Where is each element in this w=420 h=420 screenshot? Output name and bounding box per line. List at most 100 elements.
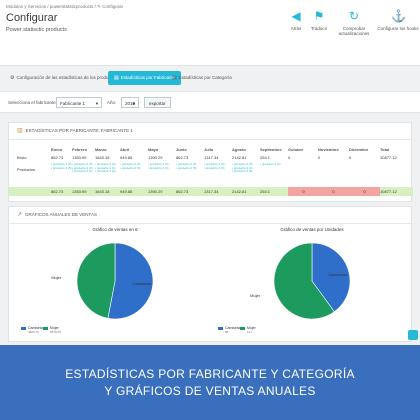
legend-swatch — [218, 326, 223, 330]
product-link[interactable]: • producto 4 (3) — [72, 162, 93, 166]
product-list[interactable]: • producto 4 (2) • producto 4 (3) — [120, 162, 141, 170]
back-button[interactable]: ◀ Atrás — [290, 9, 302, 31]
product-link[interactable]: • producto 4 (6) — [95, 162, 116, 166]
tab-product-stats-config[interactable]: ⚙ Configuración de las estadísticas de lo… — [10, 75, 117, 81]
year-select[interactable]: 2016 ▼ — [121, 97, 139, 108]
charts-panel: ↗ GRÁFICOS ANUALES DE VENTAS Gráfico de v… — [8, 206, 413, 342]
product-link[interactable]: • producto 4 (6) — [232, 169, 253, 173]
legend-value: 88 — [225, 330, 229, 334]
breadcrumb-item[interactable]: Configurar — [102, 4, 124, 9]
export-button[interactable]: exportar — [144, 97, 171, 108]
stats-panel-title: ▥ ESTADÍSTICAS POR FABRICANTE: FABRICANTE… — [17, 128, 133, 134]
table-cell: 254.1 — [260, 155, 271, 160]
promo-banner: ESTADÍSTICAS POR FABRICANTE Y CATEGORÍA … — [0, 345, 420, 420]
page-subtitle: Power statisctic products — [6, 27, 67, 33]
chart-icon: ▤ — [172, 75, 177, 81]
product-link[interactable]: • producto 4 (4) — [148, 165, 169, 170]
chart-icon: ▤ — [114, 75, 119, 81]
product-link[interactable]: • producto 4 (3) — [204, 162, 225, 166]
product-link[interactable]: • producto 4 (1) — [260, 162, 281, 166]
scroll-top-button[interactable] — [408, 330, 418, 340]
product-link[interactable]: • producto 4 (2) — [120, 162, 141, 166]
bar-chart-icon: ▥ — [17, 128, 23, 134]
product-link[interactable]: • producto 4 (5) — [232, 162, 253, 166]
product-link[interactable]: • producto 4 (4) — [72, 165, 93, 170]
breadcrumb-item[interactable]: Módulos y Servicios — [6, 4, 47, 9]
product-link[interactable]: • producto 4 (3) — [120, 165, 141, 170]
legend-value: 121 — [247, 330, 253, 334]
product-link[interactable]: • producto 4 (5) — [51, 165, 72, 170]
breadcrumb: Módulos y Servicios / powerstatsticprodu… — [6, 4, 124, 9]
legend-label: Camisetas — [225, 326, 242, 330]
flag-icon: ⚑ — [313, 9, 325, 23]
pie-slice-camisetas[interactable] — [107, 242, 154, 320]
product-list[interactable]: • producto 4 (3) • producto 4 (4) • produc… — [72, 162, 93, 174]
chevron-down-icon: ▼ — [132, 101, 136, 106]
table-cell: 10877.12 — [380, 189, 397, 194]
manufacturer-select[interactable]: Fabricante 1 ▼ — [56, 97, 102, 108]
table-header-cell: Enero — [51, 147, 63, 152]
tab-manufacturer-stats[interactable]: ▤ Estadísticas por Fabricante — [108, 71, 182, 85]
table-header-row: Enero Febrero Marzo Abril Mayo Junio Julio Agos… — [9, 145, 413, 154]
slice-label: Mujer — [250, 292, 261, 298]
check-updates-button[interactable]: ↻ Comprobar actualizaciones — [338, 9, 370, 36]
pie-slice-camisetas[interactable] — [311, 242, 351, 313]
product-list[interactable]: • producto 4 (6) • producto 4 (1) • produc… — [95, 162, 116, 174]
product-link[interactable]: • producto 4 (2) — [51, 162, 72, 166]
product-list[interactable]: • producto 4 (3) • producto 4 (4) — [204, 162, 225, 170]
breadcrumb-item[interactable]: powerstatsticproducts — [49, 4, 94, 9]
chart-title: Gráfico de ventas en € — [92, 227, 138, 232]
charts-panel-title: ↗ GRÁFICOS ANUALES DE VENTAS — [17, 212, 97, 218]
product-list[interactable]: • producto 4 (3) • producto 4 (4) — [148, 162, 169, 170]
banner-line-2: Y GRÁFICOS DE VENTAS ANUALES — [104, 384, 316, 398]
product-link[interactable]: • producto 4 (2) — [95, 169, 116, 173]
product-link[interactable]: • producto 4 (1) — [95, 165, 116, 170]
legend-item[interactable]: Camisetas 4806.76 — [21, 326, 45, 334]
legend-label: Mujer — [247, 326, 256, 330]
slice-label: Camisetas — [132, 281, 152, 287]
pie-chart — [273, 242, 351, 320]
product-link[interactable]: • producto 4 (4) — [204, 165, 225, 170]
product-link[interactable]: • producto 4 (3) — [148, 162, 169, 166]
admin-screen: Módulos y Servicios / powerstatsticprodu… — [0, 0, 420, 345]
table-header-cell: Mayo — [148, 147, 159, 152]
tab-category-stats[interactable]: ▤ Estadísticas por Categoría — [172, 75, 232, 81]
table-header-cell: Octubre — [288, 147, 304, 152]
product-list[interactable]: • producto 4 (2) • producto 4 (5) — [176, 162, 197, 170]
year-label: Año: — [107, 100, 117, 105]
filter-bar: Selecciona el fabricante: Fabricante 1 ▼… — [0, 91, 420, 113]
table-cell: 862.73 — [51, 155, 64, 160]
configure-hooks-button[interactable]: ⚓ Configurar los hooks — [377, 9, 419, 31]
product-list[interactable]: • producto 4 (2) • producto 4 (5) — [51, 162, 72, 170]
table-cell: 2142.81 — [232, 155, 247, 160]
product-list[interactable]: • producto 4 (1) — [260, 162, 281, 167]
table-header-cell: Total — [380, 147, 390, 152]
stats-panel: ▥ ESTADÍSTICAS POR FABRICANTE: FABRICANTE… — [8, 122, 413, 202]
table-cell: 1643.18 — [95, 189, 110, 194]
legend-item[interactable]: Mujer 5879.35 — [43, 326, 61, 334]
anchor-icon: ⚓ — [391, 9, 406, 23]
table-header-cell: Febrero — [72, 147, 87, 152]
table-cell: 10877.12 — [380, 155, 397, 160]
table-header-cell: Diciembre — [349, 147, 369, 152]
manufacturer-label: Selecciona el fabricante: — [8, 100, 58, 105]
legend-value: 4806.76 — [28, 330, 39, 334]
table-header-cell: Septiembre — [260, 147, 282, 152]
legend-item[interactable]: Mujer 121 — [240, 326, 256, 334]
product-link[interactable]: • producto 4 (2) — [176, 162, 197, 166]
gear-icon: ⚙ — [10, 75, 15, 81]
row-label: Bruto — [17, 155, 27, 160]
product-link[interactable]: • producto 4 (5) — [176, 165, 197, 170]
legend-label: Mujer — [50, 326, 59, 330]
legend-swatch — [240, 326, 245, 330]
pie-slice-mujer[interactable] — [273, 242, 335, 320]
table-cell: 1390.29 — [148, 155, 163, 160]
refresh-icon: ↻ — [348, 9, 360, 23]
translate-button[interactable]: ⚑ Traducir — [310, 9, 328, 31]
table-header-cell: Agosto — [232, 147, 246, 152]
product-link[interactable]: • producto 4 (2) — [232, 165, 253, 170]
legend-item[interactable]: Camisetas 88 — [218, 326, 242, 334]
product-list[interactable]: • producto 4 (5) • producto 4 (2) • produc… — [232, 162, 253, 174]
pie-slice-mujer[interactable] — [76, 242, 116, 319]
product-link[interactable]: • producto 4 (1) — [72, 169, 93, 173]
